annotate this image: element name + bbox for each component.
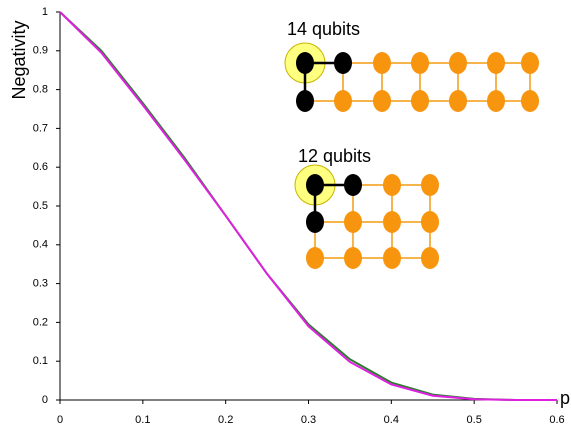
qubit [373, 90, 391, 112]
y-tick-label: 0.2 [33, 316, 48, 328]
x-tick-label: 0.5 [467, 414, 482, 426]
y-axis-label: Negativity [9, 20, 29, 99]
series-line [59, 11, 557, 401]
qubit [411, 52, 429, 74]
qubit [344, 211, 362, 233]
x-tick-label: 0.4 [384, 414, 399, 426]
qubit [449, 90, 467, 112]
y-tick-label: 0.8 [33, 84, 48, 96]
qubit [373, 52, 391, 74]
y-tick-label: 0.4 [33, 239, 48, 251]
qubit [344, 174, 362, 196]
y-tick-label: 0.1 [33, 355, 48, 367]
qubit [487, 52, 505, 74]
qubit [306, 211, 324, 233]
qubit [306, 247, 324, 269]
qubit [421, 174, 439, 196]
y-tick-label: 0.7 [33, 122, 48, 134]
annotation: 14 qubits [287, 19, 360, 39]
qubit [383, 247, 401, 269]
y-tick-label: 1 [42, 6, 48, 18]
y-tick-label: 0.9 [33, 45, 48, 57]
qubit [421, 247, 439, 269]
y-tick-label: 0 [42, 394, 48, 406]
qubit [487, 90, 505, 112]
y-tick-label: 0.3 [33, 278, 48, 290]
qubit [521, 90, 539, 112]
qubit [383, 174, 401, 196]
x-tick-label: 0.2 [218, 414, 233, 426]
qubit [344, 247, 362, 269]
qubit [334, 90, 352, 112]
x-tick-label: 0.6 [549, 414, 564, 426]
x-tick-label: 0.1 [135, 414, 150, 426]
qubit [521, 52, 539, 74]
qubit [383, 211, 401, 233]
qubit [421, 211, 439, 233]
qubit [334, 52, 352, 74]
x-tick-label: 0 [57, 414, 63, 426]
x-tick-label: 0.3 [301, 414, 316, 426]
y-tick-label: 0.6 [33, 161, 48, 173]
qubit [449, 52, 467, 74]
annotation: 12 qubits [298, 146, 371, 166]
qubit [411, 90, 429, 112]
x-axis-label: p [560, 388, 570, 408]
lattice-diagrams [284, 42, 539, 269]
qubit [306, 174, 324, 196]
qubit [296, 52, 314, 74]
y-tick-label: 0.5 [33, 200, 48, 212]
qubit [296, 90, 314, 112]
